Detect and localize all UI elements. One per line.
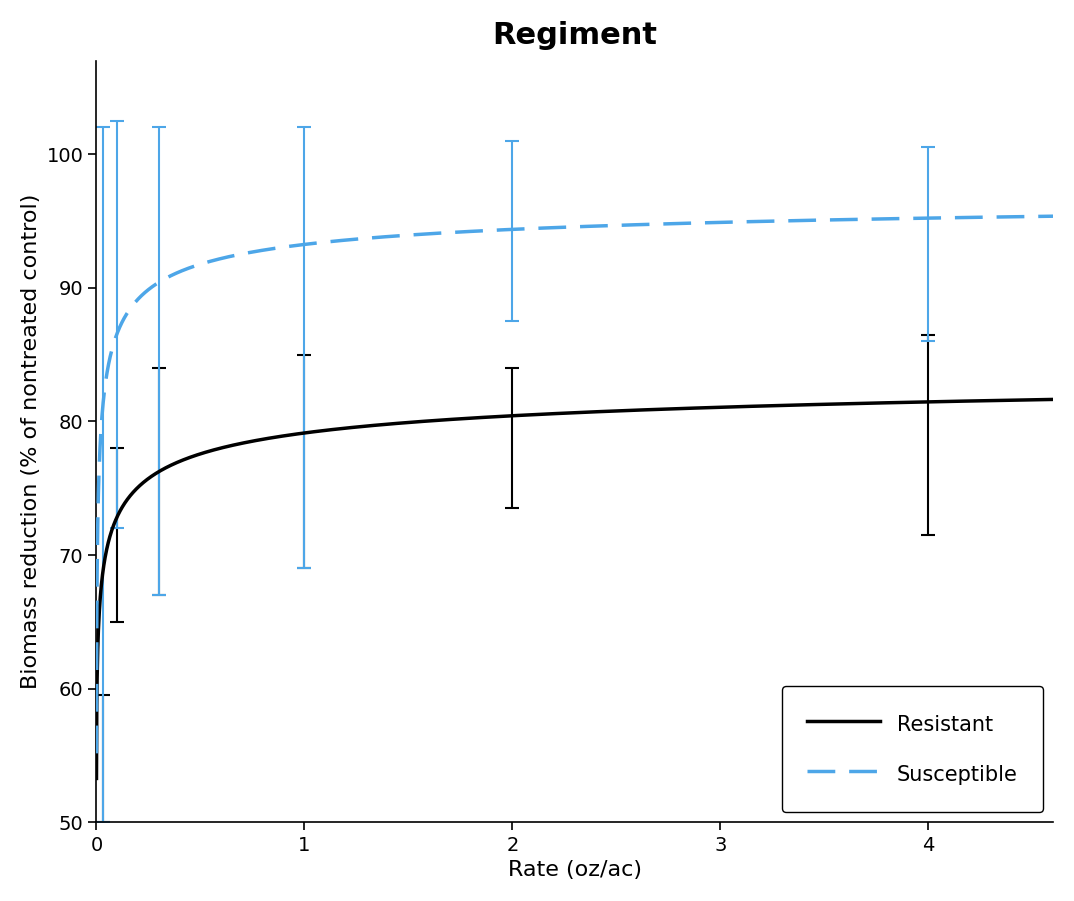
Title: Regiment: Regiment <box>492 21 657 50</box>
Resistant <box>1028 395 1041 405</box>
Susceptible <box>498 224 511 235</box>
Legend: Resistant, Susceptible: Resistant, Susceptible <box>782 687 1043 812</box>
Susceptible <box>456 226 469 237</box>
Y-axis label: Biomass reduction (% of nontreated control): Biomass reduction (% of nontreated contr… <box>20 194 41 689</box>
Susceptible <box>1047 211 1060 222</box>
Susceptible <box>90 748 103 759</box>
Resistant <box>456 414 469 424</box>
X-axis label: Rate (oz/ac): Rate (oz/ac) <box>508 860 642 880</box>
Susceptible <box>256 245 268 256</box>
Susceptible <box>199 257 212 268</box>
Susceptible <box>1028 211 1041 222</box>
Susceptible <box>925 213 938 223</box>
Resistant <box>90 773 103 784</box>
Line: Resistant: Resistant <box>97 399 1054 778</box>
Line: Susceptible: Susceptible <box>97 216 1054 753</box>
Resistant <box>256 434 268 445</box>
Resistant <box>199 447 212 458</box>
Resistant <box>498 411 511 422</box>
Resistant <box>1047 394 1060 405</box>
Resistant <box>925 396 938 407</box>
